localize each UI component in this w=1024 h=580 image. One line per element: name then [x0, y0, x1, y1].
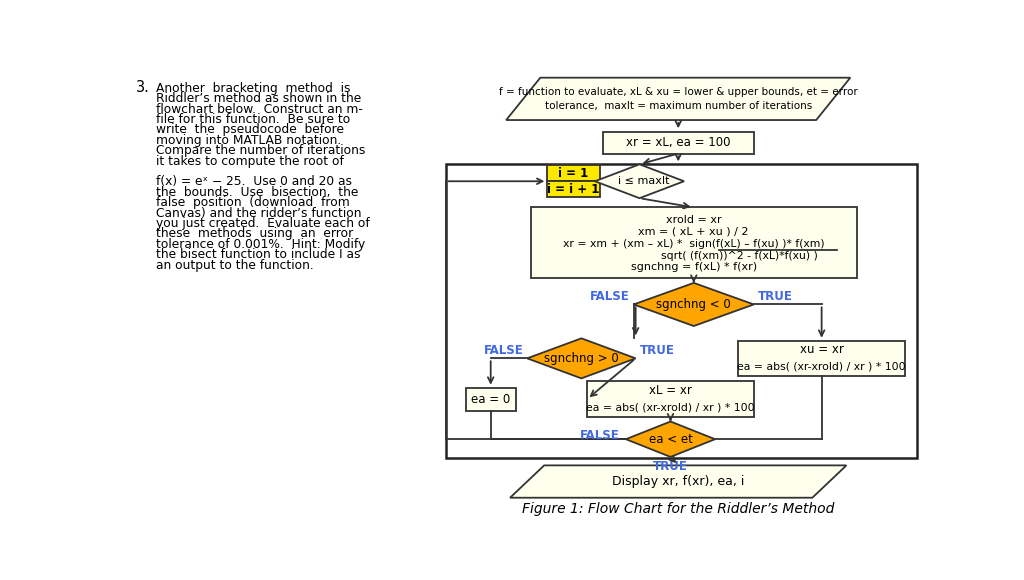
- Text: these  methods  using  an  error: these methods using an error: [156, 227, 353, 241]
- Text: FALSE: FALSE: [580, 429, 620, 442]
- Text: TRUE: TRUE: [758, 290, 793, 303]
- Text: you just created.  Evaluate each of: you just created. Evaluate each of: [156, 217, 370, 230]
- Text: xu = xr: xu = xr: [800, 343, 844, 356]
- Text: moving into MATLAB notation.: moving into MATLAB notation.: [156, 134, 341, 147]
- Text: Figure 1: Flow Chart for the Riddler’s Method: Figure 1: Flow Chart for the Riddler’s M…: [522, 502, 835, 516]
- Polygon shape: [634, 283, 754, 326]
- Text: 3.: 3.: [136, 81, 150, 95]
- Text: the  bounds.  Use  bisection,  the: the bounds. Use bisection, the: [156, 186, 358, 199]
- Text: ea = 0: ea = 0: [471, 393, 510, 405]
- Text: FALSE: FALSE: [590, 290, 630, 303]
- Polygon shape: [527, 338, 636, 378]
- Polygon shape: [506, 78, 850, 120]
- FancyBboxPatch shape: [738, 340, 905, 376]
- Text: xL = xr: xL = xr: [649, 384, 692, 397]
- Text: sqrt( (f(xm))^2 - f(xL)*f(xu) ): sqrt( (f(xm))^2 - f(xL)*f(xu) ): [569, 251, 818, 260]
- Text: the bisect function to include I as: the bisect function to include I as: [156, 248, 360, 261]
- Text: flowchart below.  Construct an m-: flowchart below. Construct an m-: [156, 103, 362, 116]
- Text: an output to the function.: an output to the function.: [156, 259, 313, 271]
- Text: Canvas) and the ridder’s function: Canvas) and the ridder’s function: [156, 206, 361, 220]
- Text: i = 1: i = 1: [558, 166, 589, 180]
- Text: Another  bracketing  method  is: Another bracketing method is: [156, 82, 350, 95]
- Text: TRUE: TRUE: [640, 344, 675, 357]
- Text: Compare the number of iterations: Compare the number of iterations: [156, 144, 366, 157]
- Polygon shape: [595, 164, 684, 198]
- FancyBboxPatch shape: [547, 181, 600, 197]
- FancyBboxPatch shape: [603, 132, 754, 154]
- Text: sgnchng < 0: sgnchng < 0: [656, 298, 731, 311]
- Text: tolerance,  maxIt = maximum number of iterations: tolerance, maxIt = maximum number of ite…: [545, 101, 812, 111]
- Text: write  the  pseudocode  before: write the pseudocode before: [156, 124, 344, 136]
- FancyBboxPatch shape: [466, 387, 516, 411]
- Text: i = i + 1: i = i + 1: [548, 183, 600, 196]
- Text: f(x) = eˣ − 25.  Use 0 and 20 as: f(x) = eˣ − 25. Use 0 and 20 as: [156, 176, 352, 189]
- Text: file for this function.  Be sure to: file for this function. Be sure to: [156, 113, 350, 126]
- Text: ea < et: ea < et: [648, 433, 692, 445]
- Text: Display xr, f(xr), ea, i: Display xr, f(xr), ea, i: [612, 475, 744, 488]
- Text: ea = abs( (xr-xrold) / xr ) * 100: ea = abs( (xr-xrold) / xr ) * 100: [586, 403, 755, 412]
- Text: false  position  (download  from: false position (download from: [156, 196, 349, 209]
- FancyBboxPatch shape: [587, 382, 754, 417]
- Text: xr = xm + (xm – xL) *  sign(f(xL) – f(xu) )* f(xm): xr = xm + (xm – xL) * sign(f(xL) – f(xu)…: [563, 238, 824, 249]
- Text: sgnchng > 0: sgnchng > 0: [544, 352, 618, 365]
- Text: f = function to evaluate, xL & xu = lower & upper bounds, et = error: f = function to evaluate, xL & xu = lowe…: [499, 87, 858, 97]
- Text: xm = ( xL + xu ) / 2: xm = ( xL + xu ) / 2: [639, 227, 749, 237]
- Polygon shape: [626, 422, 715, 457]
- FancyBboxPatch shape: [531, 208, 856, 278]
- FancyBboxPatch shape: [547, 165, 600, 181]
- Text: sgnchng = f(xL) * f(xr): sgnchng = f(xL) * f(xr): [631, 263, 757, 273]
- Text: xr = xL, ea = 100: xr = xL, ea = 100: [626, 136, 730, 149]
- Text: it takes to compute the root of: it takes to compute the root of: [156, 155, 344, 168]
- Polygon shape: [510, 465, 847, 498]
- Text: i ≤ maxIt: i ≤ maxIt: [617, 176, 669, 186]
- Text: FALSE: FALSE: [483, 344, 523, 357]
- Text: xrold = xr: xrold = xr: [666, 215, 722, 224]
- Text: TRUE: TRUE: [653, 459, 688, 473]
- Text: ea = abs( (xr-xrold) / xr ) * 100: ea = abs( (xr-xrold) / xr ) * 100: [737, 362, 906, 372]
- Text: tolerance of 0.001%.  Hint: Modify: tolerance of 0.001%. Hint: Modify: [156, 238, 366, 251]
- Text: Riddler’s method as shown in the: Riddler’s method as shown in the: [156, 92, 361, 106]
